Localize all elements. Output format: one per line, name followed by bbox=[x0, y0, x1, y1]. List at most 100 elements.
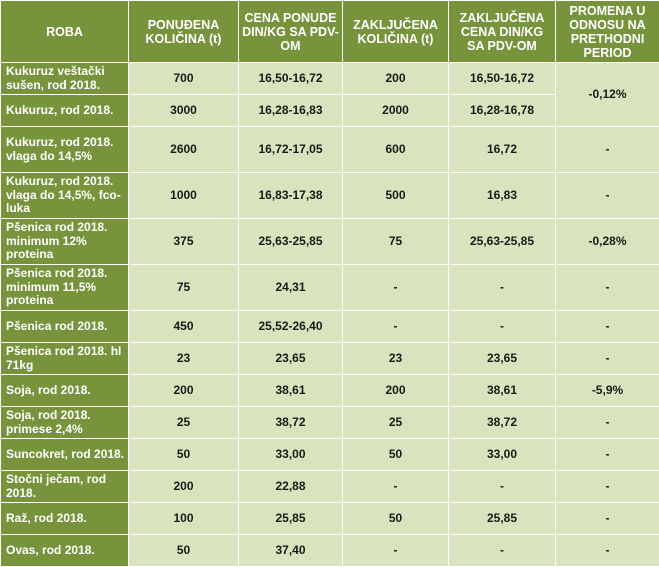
goods-cell: Kukuruz, rod 2018. vlaga do 14,5% bbox=[1, 127, 129, 173]
closed-quantity-cell: 200 bbox=[343, 63, 449, 95]
closed-price-cell: 38,61 bbox=[449, 375, 556, 407]
header-closed-quantity: ZAKLJUČENA KOLIČINA (t) bbox=[343, 1, 449, 63]
goods-cell: Soja, rod 2018. primese 2,4% bbox=[1, 407, 129, 439]
change-cell: - bbox=[556, 535, 659, 567]
header-offer-price: CENA PONUDE DIN/KG SA PDV-OM bbox=[239, 1, 343, 63]
goods-cell: Kukuruz, rod 2018. bbox=[1, 95, 129, 127]
offer-price-cell: 38,61 bbox=[239, 375, 343, 407]
table-header-row: ROBA PONUĐENA KOLIČINA (t) CENA PONUDE D… bbox=[1, 1, 659, 63]
table-row: Pšenica rod 2018. 450 25,52-26,40 - - - bbox=[1, 311, 659, 343]
closed-price-cell: 33,00 bbox=[449, 439, 556, 471]
header-offered-quantity: PONUĐENA KOLIČINA (t) bbox=[129, 1, 239, 63]
offered-quantity-cell: 2600 bbox=[129, 127, 239, 173]
offer-price-cell: 16,50-16,72 bbox=[239, 63, 343, 95]
closed-quantity-cell: - bbox=[343, 535, 449, 567]
offer-price-cell: 25,63-25,85 bbox=[239, 219, 343, 265]
closed-quantity-cell: 25 bbox=[343, 407, 449, 439]
closed-quantity-cell: - bbox=[343, 471, 449, 503]
offer-price-cell: 24,31 bbox=[239, 265, 343, 311]
table-row: Kukuruz veštački sušen, rod 2018. 700 16… bbox=[1, 63, 659, 95]
header-closed-price: ZAKLJUČENA CENA DIN/KG SA PDV-OM bbox=[449, 1, 556, 63]
closed-price-cell: 23,65 bbox=[449, 343, 556, 375]
closed-price-cell: 16,72 bbox=[449, 127, 556, 173]
change-cell: - bbox=[556, 471, 659, 503]
table-row: Pšenica rod 2018. hl 71kg 23 23,65 23 23… bbox=[1, 343, 659, 375]
offered-quantity-cell: 375 bbox=[129, 219, 239, 265]
offered-quantity-cell: 3000 bbox=[129, 95, 239, 127]
closed-quantity-cell: 2000 bbox=[343, 95, 449, 127]
change-cell-merged: -0,12% bbox=[556, 63, 659, 127]
goods-cell: Soja, rod 2018. bbox=[1, 375, 129, 407]
offered-quantity-cell: 200 bbox=[129, 471, 239, 503]
closed-price-cell: 25,85 bbox=[449, 503, 556, 535]
goods-cell: Pšenica rod 2018. hl 71kg bbox=[1, 343, 129, 375]
offered-quantity-cell: 23 bbox=[129, 343, 239, 375]
offer-price-cell: 23,65 bbox=[239, 343, 343, 375]
closed-price-cell: 38,72 bbox=[449, 407, 556, 439]
change-cell: - bbox=[556, 265, 659, 311]
offered-quantity-cell: 50 bbox=[129, 535, 239, 567]
closed-quantity-cell: 600 bbox=[343, 127, 449, 173]
offer-price-cell: 25,52-26,40 bbox=[239, 311, 343, 343]
header-change: PROMENA U ODNOSU NA PRETHODNI PERIOD bbox=[556, 1, 659, 63]
goods-cell: Stočni ječam, rod 2018. bbox=[1, 471, 129, 503]
offered-quantity-cell: 50 bbox=[129, 439, 239, 471]
closed-quantity-cell: 50 bbox=[343, 439, 449, 471]
table-row: Raž, rod 2018. 100 25,85 50 25,85 - bbox=[1, 503, 659, 535]
closed-price-cell: - bbox=[449, 535, 556, 567]
offered-quantity-cell: 25 bbox=[129, 407, 239, 439]
closed-price-cell: - bbox=[449, 265, 556, 311]
closed-quantity-cell: 75 bbox=[343, 219, 449, 265]
offered-quantity-cell: 1000 bbox=[129, 173, 239, 219]
offer-price-cell: 16,72-17,05 bbox=[239, 127, 343, 173]
closed-price-cell: 16,28-16,78 bbox=[449, 95, 556, 127]
goods-cell: Pšenica rod 2018. minimum 11,5% proteina bbox=[1, 265, 129, 311]
table-row: Ovas, rod 2018. 50 37,40 - - - bbox=[1, 535, 659, 567]
offered-quantity-cell: 700 bbox=[129, 63, 239, 95]
offer-price-cell: 22,88 bbox=[239, 471, 343, 503]
offered-quantity-cell: 100 bbox=[129, 503, 239, 535]
change-cell: - bbox=[556, 439, 659, 471]
table-row: Soja, rod 2018. 200 38,61 200 38,61 -5,9… bbox=[1, 375, 659, 407]
offer-price-cell: 16,83-17,38 bbox=[239, 173, 343, 219]
change-cell: -5,9% bbox=[556, 375, 659, 407]
header-goods: ROBA bbox=[1, 1, 129, 63]
closed-price-cell: - bbox=[449, 311, 556, 343]
offer-price-cell: 16,28-16,83 bbox=[239, 95, 343, 127]
table-row: Kukuruz, rod 2018. vlaga do 14,5%, fco-l… bbox=[1, 173, 659, 219]
closed-price-cell: 16,50-16,72 bbox=[449, 63, 556, 95]
goods-cell: Ovas, rod 2018. bbox=[1, 535, 129, 567]
change-cell: - bbox=[556, 311, 659, 343]
offer-price-cell: 37,40 bbox=[239, 535, 343, 567]
closed-quantity-cell: - bbox=[343, 311, 449, 343]
table-row: Stočni ječam, rod 2018. 200 22,88 - - - bbox=[1, 471, 659, 503]
closed-quantity-cell: 200 bbox=[343, 375, 449, 407]
change-cell: - bbox=[556, 343, 659, 375]
goods-cell: Pšenica rod 2018. bbox=[1, 311, 129, 343]
table-row: Pšenica rod 2018. minimum 11,5% proteina… bbox=[1, 265, 659, 311]
goods-cell: Pšenica rod 2018. minimum 12% proteina bbox=[1, 219, 129, 265]
change-cell: - bbox=[556, 173, 659, 219]
goods-cell: Kukuruz, rod 2018. vlaga do 14,5%, fco-l… bbox=[1, 173, 129, 219]
table-row: Kukuruz, rod 2018. vlaga do 14,5% 2600 1… bbox=[1, 127, 659, 173]
closed-quantity-cell: 50 bbox=[343, 503, 449, 535]
change-cell: -0,28% bbox=[556, 219, 659, 265]
goods-cell: Kukuruz veštački sušen, rod 2018. bbox=[1, 63, 129, 95]
table-row: Suncokret, rod 2018. 50 33,00 50 33,00 - bbox=[1, 439, 659, 471]
offered-quantity-cell: 75 bbox=[129, 265, 239, 311]
change-cell: - bbox=[556, 407, 659, 439]
table-row: Soja, rod 2018. primese 2,4% 25 38,72 25… bbox=[1, 407, 659, 439]
closed-price-cell: 25,63-25,85 bbox=[449, 219, 556, 265]
closed-quantity-cell: 23 bbox=[343, 343, 449, 375]
offer-price-cell: 38,72 bbox=[239, 407, 343, 439]
closed-quantity-cell: - bbox=[343, 265, 449, 311]
offer-price-cell: 25,85 bbox=[239, 503, 343, 535]
offered-quantity-cell: 450 bbox=[129, 311, 239, 343]
offer-price-cell: 33,00 bbox=[239, 439, 343, 471]
table-row: Pšenica rod 2018. minimum 12% proteina 3… bbox=[1, 219, 659, 265]
closed-price-cell: 16,83 bbox=[449, 173, 556, 219]
closed-quantity-cell: 500 bbox=[343, 173, 449, 219]
goods-cell: Raž, rod 2018. bbox=[1, 503, 129, 535]
change-cell: - bbox=[556, 503, 659, 535]
